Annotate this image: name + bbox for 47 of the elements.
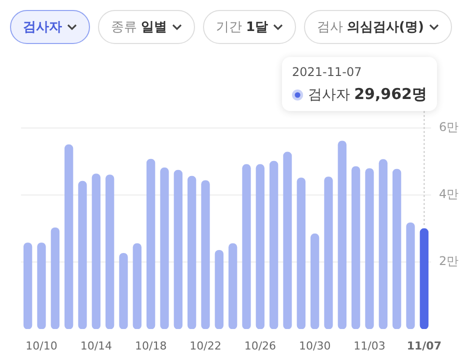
x-tick-label: 10/18 [134, 339, 167, 352]
text: 검사 의심검사(명) [317, 19, 424, 36]
bar [420, 228, 428, 329]
bar [324, 176, 333, 329]
bar [37, 242, 46, 329]
bar [338, 140, 346, 329]
annotation: 검사자 29,962명 [308, 85, 427, 104]
x-tick-label: 11/03 [354, 339, 386, 352]
y-tick-label: 4만 [439, 187, 459, 202]
bar [78, 180, 87, 329]
text: 2021-11-07 [292, 64, 363, 80]
text: 기간 1달 [216, 19, 268, 36]
x-tick-label: 11/07 [406, 339, 442, 352]
bar [214, 250, 224, 329]
bar [160, 168, 169, 329]
bar [228, 243, 238, 329]
bar [283, 152, 292, 329]
text: 종류 일별 [111, 19, 167, 36]
bar [242, 164, 251, 329]
bar [310, 234, 320, 329]
bar [132, 243, 142, 329]
bar [24, 242, 32, 329]
bar [256, 164, 264, 329]
bar [92, 174, 100, 329]
bar [296, 178, 306, 329]
bar [50, 228, 60, 329]
bar [378, 159, 388, 329]
x-tick-label: 10/26 [244, 339, 276, 352]
bar [188, 176, 196, 329]
y-tick-label: 2만 [439, 254, 459, 268]
x-tick-label: 10/30 [298, 339, 331, 352]
x-tick-label: 10/14 [80, 339, 112, 352]
bar [146, 158, 156, 329]
x-tick-label: 10/10 [26, 339, 58, 352]
bar [270, 160, 278, 329]
bar [406, 222, 415, 329]
bar [174, 170, 182, 329]
bar [392, 168, 402, 329]
bar [119, 252, 128, 329]
x-tick-label: 10/22 [190, 339, 222, 352]
text: 검사자 [23, 19, 62, 36]
bar [106, 174, 114, 329]
bar [352, 166, 360, 329]
bar [64, 144, 74, 329]
bar [201, 180, 210, 329]
bar [365, 168, 374, 329]
y-tick-label: 6만 [439, 120, 459, 134]
